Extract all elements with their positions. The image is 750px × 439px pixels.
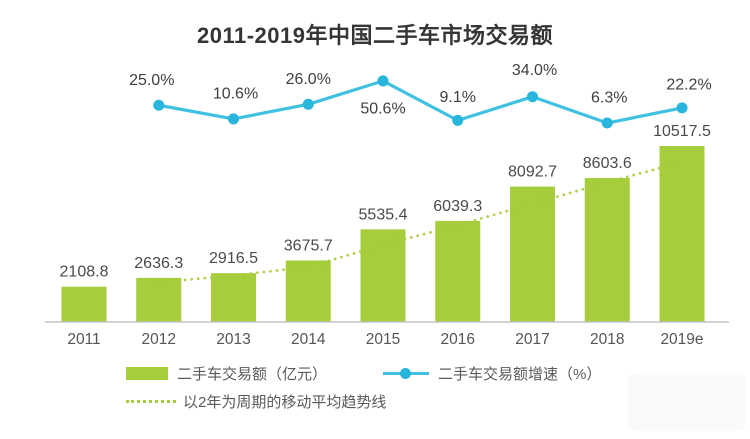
- x-axis-label-2016: 2016: [441, 331, 475, 348]
- growth-value-label-2017: 34.0%: [512, 62, 557, 79]
- bar-2015: [360, 229, 406, 322]
- bar-2016: [435, 220, 481, 322]
- bar-value-label-2013: 2916.5: [209, 250, 258, 267]
- dotted-trend-swatch-icon: [126, 399, 176, 403]
- bar-2013: [211, 273, 256, 322]
- legend-item-growth-rate: 二手车交易额增速（%）: [383, 363, 601, 384]
- bar-value-label-2015: 5535.4: [359, 206, 408, 223]
- legend-item-transaction-volume: 二手车交易额（亿元）: [126, 363, 327, 384]
- bar-value-label-2019e: 10517.5: [653, 123, 711, 140]
- bar-2012: [136, 277, 182, 322]
- bar-2011: [61, 286, 107, 322]
- growth-point-2016: [452, 114, 464, 126]
- legend-row-2: 以2年为周期的移动平均趋势线: [126, 389, 601, 413]
- bar-value-label-2012: 2636.3: [134, 255, 183, 272]
- growth-value-label-2014: 26.0%: [286, 71, 331, 88]
- bar-2014: [285, 260, 331, 322]
- watermark: [628, 373, 746, 431]
- bar-value-label-2014: 3675.7: [284, 237, 333, 254]
- legend: 二手车交易额（亿元） 二手车交易额增速（%） 以2年为周期的移动平均趋势线: [126, 361, 601, 413]
- growth-value-label-2013: 10.6%: [213, 85, 258, 102]
- legend-item-trend-line: 以2年为周期的移动平均趋势线: [126, 391, 386, 412]
- legend-label-growth-rate: 二手车交易额增速（%）: [438, 365, 602, 383]
- x-axis-label-2013: 2013: [216, 331, 250, 348]
- growth-point-2017: [527, 91, 538, 103]
- growth-value-label-2016: 9.1%: [440, 89, 476, 106]
- growth-point-2018: [601, 117, 613, 129]
- x-axis-label-2011: 2011: [67, 331, 100, 348]
- x-axis-label-2017: 2017: [515, 331, 549, 348]
- bar-value-label-2018: 8603.6: [583, 155, 632, 172]
- growth-value-label-2019e: 22.2%: [666, 76, 711, 93]
- line-swatch-icon: [383, 367, 430, 380]
- moving-average-trend-line: [157, 160, 684, 284]
- x-axis-label-2018: 2018: [590, 331, 624, 348]
- growth-value-label-2012: 25.0%: [129, 72, 174, 89]
- growth-value-label-2015: 50.6%: [360, 100, 405, 117]
- bar-value-label-2011: 2108.8: [60, 264, 109, 281]
- legend-label-trend-line: 以2年为周期的移动平均趋势线: [183, 393, 387, 411]
- x-axis-label-2019e: 2019e: [660, 331, 703, 348]
- growth-point-2014: [302, 98, 314, 110]
- growth-point-2012: [153, 99, 165, 111]
- growth-rate-line: [157, 79, 684, 125]
- bar-2017: [510, 186, 555, 322]
- growth-point-2013: [228, 113, 239, 125]
- legend-label-transaction-volume: 二手车交易额（亿元）: [177, 365, 328, 383]
- growth-point-2015: [377, 75, 389, 87]
- x-axis-label-2014: 2014: [291, 331, 326, 348]
- x-axis-label-2012: 2012: [142, 331, 176, 348]
- chart-title: 2011-2019年中国二手车市场交易额: [197, 23, 553, 48]
- legend-row-1: 二手车交易额（亿元） 二手车交易额增速（%）: [126, 361, 601, 385]
- growth-point-2019e: [676, 102, 688, 114]
- growth-value-label-2018: 6.3%: [591, 90, 627, 107]
- bar-2019e: [659, 146, 705, 322]
- bar-value-label-2016: 6039.3: [433, 198, 482, 215]
- bar-2018: [584, 178, 630, 322]
- bar-swatch-icon: [126, 366, 168, 380]
- bar-value-label-2017: 8092.7: [508, 164, 557, 181]
- x-axis-label-2015: 2015: [366, 331, 400, 348]
